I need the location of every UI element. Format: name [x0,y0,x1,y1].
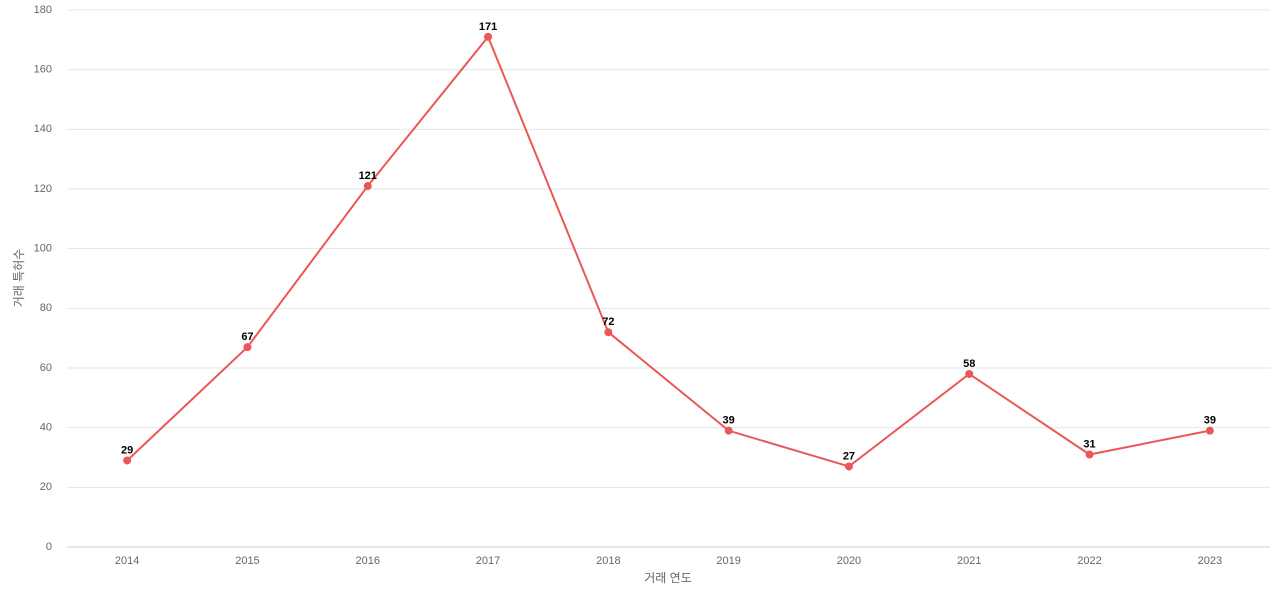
y-tick-label: 80 [40,302,52,314]
y-tick-label: 140 [34,123,52,135]
point [363,182,372,191]
y-axis-title: 거래 특허수 [12,249,26,308]
y-tick-label: 180 [34,4,52,16]
y-tick-label: 40 [40,422,52,434]
point [965,369,974,378]
data-label: 121 [359,170,377,182]
point [484,32,493,41]
x-tick-label: 2015 [235,555,259,567]
data-label: 39 [723,415,735,427]
y-tick-label: 20 [40,481,52,493]
y-tick-label: 160 [34,64,52,76]
x-tick-label: 2017 [476,555,500,567]
x-axis-title: 거래 연도 [644,571,692,585]
y-tick-label: 120 [34,183,52,195]
point [243,343,252,352]
data-label: 27 [843,450,855,462]
data-label: 171 [479,21,497,33]
x-tick-label: 2023 [1198,555,1222,567]
x-tick-label: 2016 [356,555,380,567]
x-tick-label: 2022 [1077,555,1101,567]
x-tick-label: 2020 [837,555,861,567]
x-tick-label: 2021 [957,555,981,567]
data-label: 31 [1083,438,1095,450]
x-tick-label: 2019 [716,555,740,567]
point [604,328,613,337]
x-tick-label: 2014 [115,555,139,567]
point [844,462,853,471]
data-label: 72 [602,316,614,328]
data-label: 58 [963,358,975,370]
point [1085,450,1094,459]
y-tick-label: 100 [34,243,52,255]
line [126,34,1211,468]
point [123,456,132,465]
point [1205,426,1214,435]
point [724,426,733,435]
y-tick-label: 0 [46,541,52,553]
x-tick-label: 2018 [596,555,620,567]
y-tick-label: 60 [40,362,52,374]
data-label: 29 [121,444,133,456]
data-label: 39 [1204,415,1216,427]
data-label: 67 [241,331,253,343]
